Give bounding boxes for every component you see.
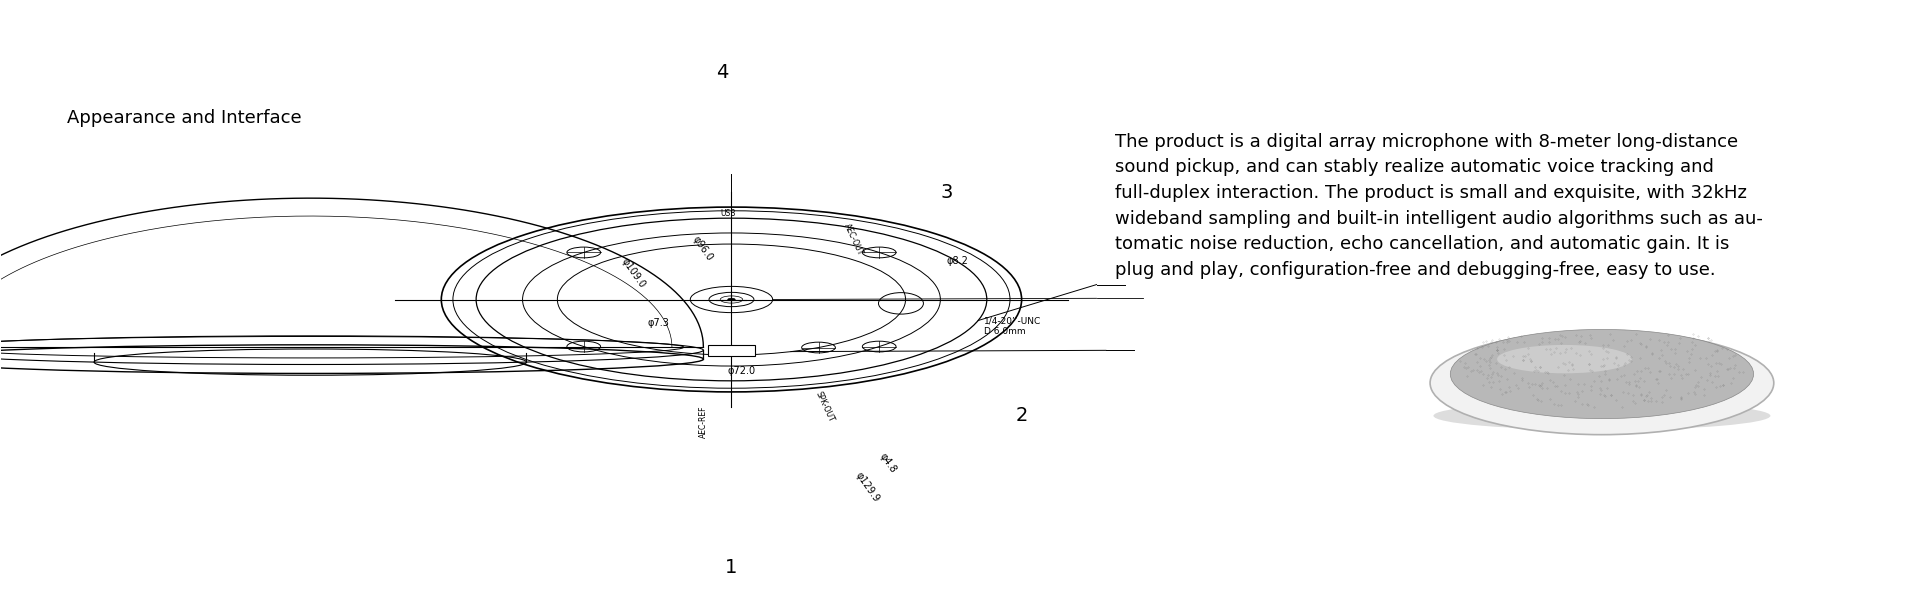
Ellipse shape — [1498, 345, 1632, 373]
Text: Appearance and Interface: Appearance and Interface — [67, 108, 301, 127]
Text: 2: 2 — [1016, 406, 1027, 425]
Text: 1: 1 — [726, 558, 737, 577]
Text: USB: USB — [720, 208, 735, 217]
Ellipse shape — [1450, 329, 1753, 419]
Bar — [708, 346, 755, 356]
Text: φ72.0: φ72.0 — [728, 366, 756, 376]
Text: φ4.8: φ4.8 — [877, 452, 899, 475]
Text: φ129.9: φ129.9 — [852, 470, 881, 504]
Ellipse shape — [1434, 401, 1770, 430]
Text: SPK-OUT: SPK-OUT — [814, 390, 835, 423]
Text: AEC-OUT: AEC-OUT — [841, 222, 864, 258]
Text: The product is a digital array microphone with 8-meter long-distance
sound picku: The product is a digital array microphon… — [1116, 132, 1763, 279]
Text: φ109.0: φ109.0 — [618, 256, 647, 289]
Text: φ7.3: φ7.3 — [647, 318, 668, 328]
Text: φ96.0: φ96.0 — [691, 235, 714, 263]
Text: AEC-REF: AEC-REF — [699, 406, 708, 438]
Text: 4: 4 — [716, 63, 728, 83]
Text: 1/4-20’’-UNC
D 6.0mm: 1/4-20’’-UNC D 6.0mm — [985, 317, 1041, 336]
Circle shape — [728, 298, 735, 301]
Text: 3: 3 — [941, 183, 952, 202]
Text: φ8.2: φ8.2 — [947, 256, 968, 266]
Ellipse shape — [1430, 331, 1774, 435]
